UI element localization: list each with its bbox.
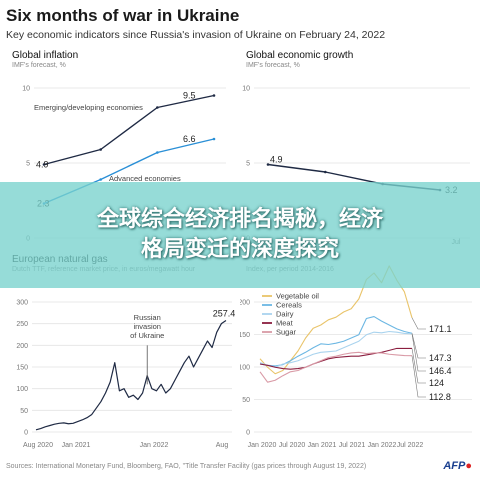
growth-point-0	[266, 163, 270, 166]
food-end-leader-0	[411, 317, 426, 330]
page-subtitle: Key economic indicators since Russia's i…	[6, 29, 386, 41]
gas-xtick-3: Aug	[216, 442, 229, 449]
food-xtick-4: Jan 2022	[368, 442, 397, 449]
food-ytick-2: 100	[240, 365, 250, 372]
food-end-label-3: 124	[429, 378, 444, 388]
inflation-point-0-2	[156, 106, 159, 109]
inflation-subtitle: IMF's forecast, %	[12, 62, 66, 69]
food-legend-label-0: Vegetable oil	[276, 292, 319, 301]
inflation-point-1-3	[212, 137, 216, 141]
food-series-line-2	[259, 330, 413, 368]
food-ytick-1: 50	[242, 397, 250, 404]
food-series-line-4	[259, 351, 413, 383]
food-end-leader-4	[411, 355, 426, 398]
food-end-leader-1	[411, 333, 426, 359]
inflation-point-1-2	[156, 151, 159, 154]
inflation-end-label-1: 6.6	[183, 134, 196, 144]
afp-logo-dot-icon: ●	[465, 460, 472, 472]
gas-xtick-2: Jan 2022	[140, 442, 169, 449]
inflation-series-line-0	[43, 94, 215, 166]
inflation-point-0-1	[99, 148, 102, 151]
gas-ytick-1: 50	[20, 408, 28, 415]
food-legend-label-4: Sugar	[276, 328, 297, 337]
inflation-ytick-1: 5	[26, 161, 30, 168]
food-ytick-3: 150	[240, 332, 250, 339]
food-ytick-4: 200	[240, 300, 250, 307]
gas-ytick-5: 250	[16, 321, 28, 328]
afp-logo: AFP●	[443, 460, 472, 472]
food-xtick-1: Jul 2020	[279, 442, 306, 449]
food-end-label-1: 147.3	[429, 353, 452, 363]
gas-invasion-label-1: invasion	[133, 322, 161, 331]
growth-start-label: 4.9	[270, 155, 283, 165]
overlay-banner: 全球综合经济排名揭秘，经济 格局变迁的深度探究	[0, 182, 480, 288]
gas-ytick-2: 100	[16, 386, 28, 393]
inflation-point-1-1	[99, 178, 102, 181]
inflation-point-0-3	[212, 94, 216, 97]
inflation-ytick-2: 10	[22, 86, 30, 93]
afp-logo-text: AFP	[443, 460, 466, 472]
gas-ytick-3: 150	[16, 365, 28, 372]
gas-ytick-6: 300	[16, 300, 28, 307]
overlay-line-1: 全球综合经济排名揭秘，经济	[96, 207, 383, 232]
gas-xtick-1: Jan 2021	[62, 442, 91, 449]
food-xtick-3: Jul 2021	[339, 442, 366, 449]
inflation-end-label-0: 9.5	[183, 91, 196, 101]
food-xtick-2: Jan 2021	[308, 442, 337, 449]
inflation-legend-emerging: Emerging/developing economies	[34, 103, 143, 112]
inflation-title: Global inflation	[12, 50, 78, 61]
food-series-line-3	[259, 347, 412, 370]
inflation-start-label-0: 4.9	[36, 160, 49, 170]
food-legend-label-2: Dairy	[276, 310, 294, 319]
food-end-label-4: 112.8	[429, 392, 451, 402]
inflation-point-0-0	[42, 163, 46, 166]
food-end-label-0: 171.1	[429, 324, 452, 334]
gas-invasion-label-0: Russian	[134, 313, 161, 322]
gas-xtick-0: Aug 2020	[23, 442, 53, 449]
food-legend-label-3: Meat	[276, 319, 294, 328]
food-legend-label-1: Cereals	[276, 301, 302, 310]
food-price-chart: Index, per period 2014-2016050100150200V…	[240, 265, 472, 449]
growth-subtitle: IMF's forecast, %	[246, 62, 300, 69]
food-xtick-5: Jul 2022	[397, 442, 424, 449]
gas-ytick-0: 0	[24, 430, 28, 437]
source-note: Sources: International Monetary Fund, Bl…	[6, 463, 367, 470]
inflation-legend-advanced: Advanced economies	[109, 174, 181, 183]
food-xtick-0: Jan 2020	[248, 442, 277, 449]
food-ytick-0: 0	[246, 430, 250, 437]
growth-point-1	[324, 170, 327, 174]
page-title: Six months of war in Ukraine	[6, 6, 240, 25]
growth-ytick-2: 10	[242, 86, 250, 93]
overlay-line-2: 格局变迁的深度探究	[140, 237, 339, 262]
food-end-leader-2	[411, 333, 426, 372]
food-end-leader-3	[411, 348, 426, 384]
growth-ytick-1: 5	[246, 161, 250, 168]
food-end-label-2: 146.4	[429, 366, 452, 376]
gas-peak-label: 257.4	[213, 308, 236, 318]
gas-series-line	[35, 319, 227, 431]
gas-ytick-4: 200	[16, 343, 28, 350]
growth-title: Global economic growth	[246, 50, 353, 61]
gas-invasion-label-2: of Ukraine	[130, 331, 164, 340]
